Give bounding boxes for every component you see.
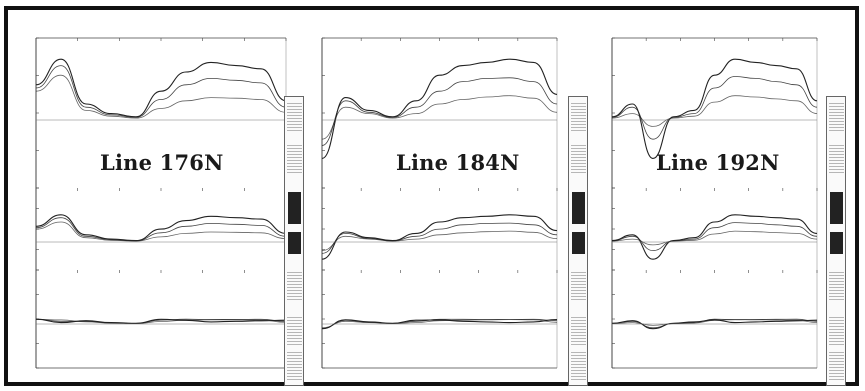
series-line-2 <box>321 77 558 146</box>
panel-title: Line 192N <box>656 150 780 175</box>
series-line-1 <box>321 214 558 260</box>
panel-title: Line 184N <box>396 150 520 175</box>
series-line-1 <box>611 58 818 159</box>
series-line-2 <box>35 217 287 242</box>
series-line-2 <box>611 222 818 252</box>
profile-plot-184n <box>321 37 558 369</box>
series-line-3 <box>611 230 818 246</box>
panel-line-192n: Line 192N <box>611 32 852 386</box>
profile-plot-192n <box>611 37 818 369</box>
legend-box <box>284 96 304 386</box>
panel-line-176n: Line 176N <box>35 32 308 386</box>
profile-plot-176n <box>35 37 287 369</box>
series-line-1 <box>35 214 287 242</box>
series-line-3 <box>321 230 558 251</box>
series-line-3 <box>321 319 558 329</box>
figure-frame: Line 176N Line 184N Line 192N <box>4 6 859 386</box>
series-line-1 <box>35 58 287 118</box>
legend-box <box>568 96 588 386</box>
series-line-2 <box>611 318 818 329</box>
panel-title: Line 176N <box>100 150 224 175</box>
series-line-1 <box>321 58 558 159</box>
series-line-2 <box>611 76 818 140</box>
series-line-3 <box>321 95 558 140</box>
series-line-3 <box>611 319 818 326</box>
legend-box <box>826 96 846 386</box>
series-line-3 <box>35 74 287 119</box>
series-line-2 <box>321 222 558 254</box>
series-line-3 <box>35 318 287 325</box>
series-line-3 <box>611 95 818 127</box>
series-line-1 <box>611 214 818 260</box>
panel-line-184n: Line 184N <box>321 32 594 386</box>
series-line-1 <box>611 319 818 330</box>
series-line-3 <box>35 221 287 242</box>
series-line-2 <box>35 65 287 118</box>
